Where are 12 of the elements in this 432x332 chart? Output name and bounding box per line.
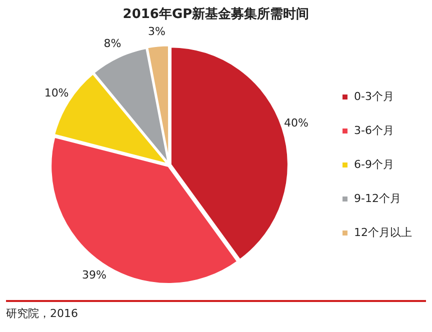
- legend-label: 0-3个月: [354, 90, 394, 103]
- legend-label: 9-12个月: [354, 192, 401, 205]
- data-label: 40%: [284, 116, 308, 130]
- data-label: 8%: [104, 37, 122, 50]
- chart-title: 2016年GP新基金募集所需时间: [122, 6, 310, 24]
- legend-label: 3-6个月: [354, 124, 394, 137]
- data-label: 10%: [44, 86, 69, 100]
- legend-label: 12个月以上: [354, 226, 412, 239]
- data-label: 3%: [148, 24, 166, 38]
- data-label: 39%: [82, 268, 106, 282]
- text: 研究院，2016: [6, 300, 426, 321]
- legend-label: 6-9个月: [354, 158, 394, 171]
